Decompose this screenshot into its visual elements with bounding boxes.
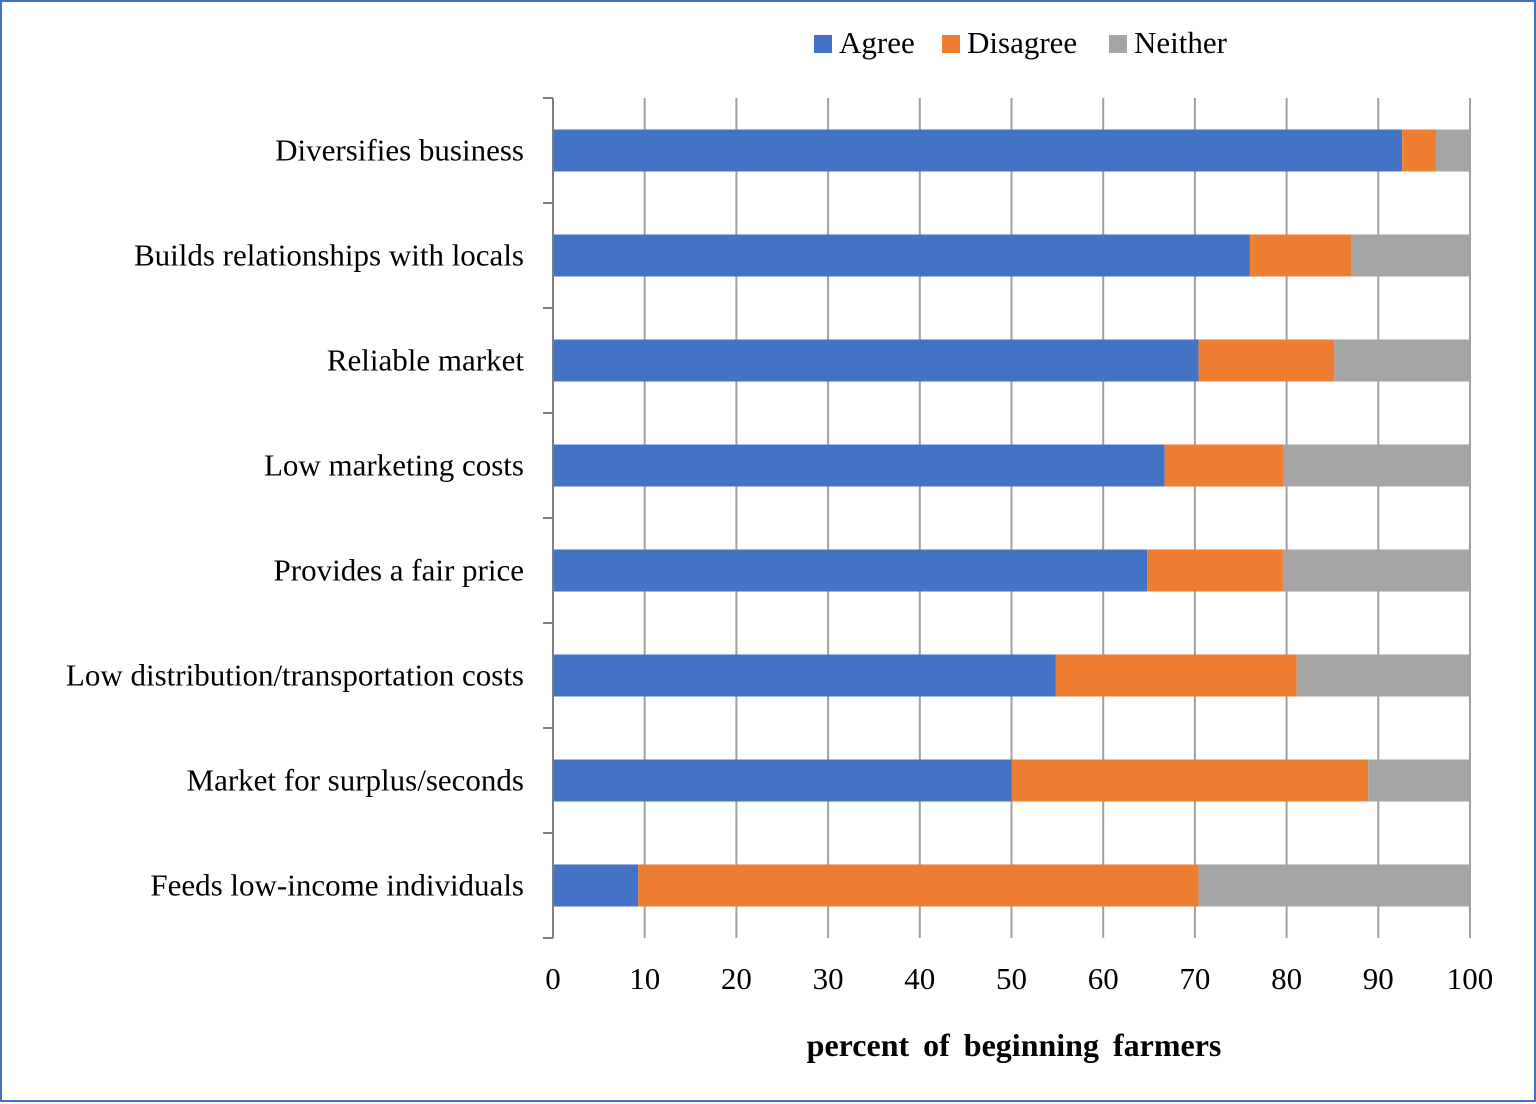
bar-agree-5[interactable] [553,654,1056,697]
category-label-3: Low marketing costs [264,448,524,483]
legend-swatch-agree [814,35,832,53]
category-label-1: Builds relationships with locals [134,238,524,273]
x-tick-label-0: 0 [545,961,561,996]
x-tick-label-80: 80 [1271,961,1302,996]
legend: Agree Disagree Neither [814,25,1228,60]
x-tick-label-20: 20 [721,961,752,996]
legend-swatch-disagree [942,35,960,53]
x-tick-label-60: 60 [1088,961,1119,996]
bar-disagree-3[interactable] [1164,444,1284,487]
bar-disagree-7[interactable] [638,864,1199,907]
bar-disagree-2[interactable] [1198,339,1335,382]
bar-agree-2[interactable] [553,339,1199,382]
x-tick-label-70: 70 [1179,961,1210,996]
x-tick-label-90: 90 [1363,961,1394,996]
x-tick-label-40: 40 [904,961,935,996]
x-axis-title: percent of beginning farmers [807,1027,1222,1063]
bar-agree-6[interactable] [553,759,1012,802]
legend-label-agree: Agree [839,25,915,60]
bar-neither-1[interactable] [1351,234,1470,277]
gridlines [643,98,1471,938]
category-label-2: Reliable market [327,343,524,378]
x-tick-label-50: 50 [996,961,1027,996]
category-label-4: Provides a fair price [274,553,524,588]
axes [543,97,554,939]
bar-agree-4[interactable] [553,549,1148,592]
bar-neither-6[interactable] [1368,759,1470,802]
bar-neither-0[interactable] [1436,129,1470,172]
x-tick-label-100: 100 [1447,961,1494,996]
bar-disagree-6[interactable] [1011,759,1369,802]
bar-disagree-4[interactable] [1147,549,1283,592]
x-tick-label-30: 30 [813,961,844,996]
bar-neither-7[interactable] [1198,864,1470,907]
bar-agree-0[interactable] [553,129,1403,172]
bar-agree-1[interactable] [553,234,1250,277]
category-label-0: Diversifies business [275,133,524,168]
category-label-7: Feeds low-income individuals [150,868,524,903]
bar-disagree-1[interactable] [1249,234,1352,277]
labels: 0 10 20 30 40 50 60 70 80 90 100 Diversifies busine… [66,133,1493,997]
bar-neither-4[interactable] [1282,549,1470,592]
legend-label-neither: Neither [1134,25,1228,60]
bar-agree-3[interactable] [553,444,1165,487]
category-label-6: Market for surplus/seconds [187,763,525,798]
legend-label-disagree: Disagree [967,25,1077,60]
bar-disagree-0[interactable] [1402,129,1437,172]
bars [553,129,1470,907]
bar-agree-7[interactable] [553,864,639,907]
x-tick-label-10: 10 [629,961,660,996]
bar-neither-2[interactable] [1334,339,1470,382]
bar-neither-5[interactable] [1296,654,1470,697]
bar-neither-3[interactable] [1283,444,1470,487]
category-label-5: Low distribution/transportation costs [66,658,524,693]
legend-swatch-neither [1109,35,1127,53]
bar-disagree-5[interactable] [1055,654,1297,697]
